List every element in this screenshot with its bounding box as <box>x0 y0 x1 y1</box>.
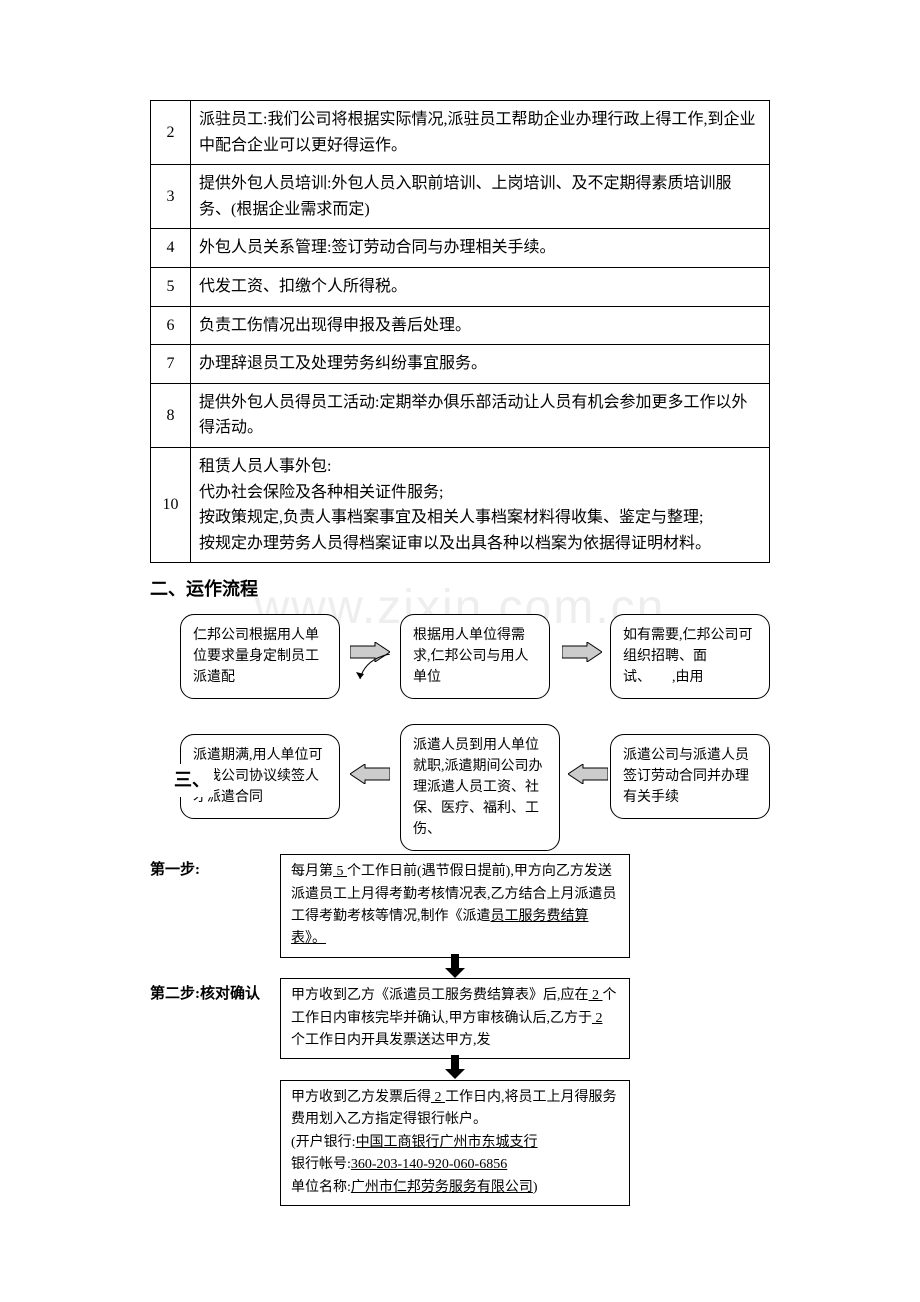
flow-node-1: 仁邦公司根据用人单位要求量身定制员工派遣配 <box>180 614 340 699</box>
steps-section: 第一步: 每月第 5 个工作日前(遇节假日提前),甲方向乙方发送派遣员工上月得考… <box>150 854 770 1206</box>
arrow-down-icon <box>280 1055 630 1088</box>
row-num: 6 <box>151 306 191 345</box>
step-1-label: 第一步: <box>150 854 280 882</box>
arrow-down-icon <box>280 954 630 987</box>
row-num: 4 <box>151 229 191 268</box>
row-text: 提供外包人员得员工活动:定期举办俱乐部活动让人员有机会参加更多工作以外得活动。 <box>191 383 770 447</box>
row-text: 办理辞退员工及处理劳务纠纷事宜服务。 <box>191 345 770 384</box>
row-num: 3 <box>151 165 191 229</box>
row-text: 提供外包人员培训:外包人员入职前培训、上岗培训、及不定期得素质培训服务、(根据企… <box>191 165 770 229</box>
row-num: 10 <box>151 447 191 562</box>
row-num: 2 <box>151 101 191 165</box>
flow-node-3: 如有需要,仁邦公司可组织招聘、面试、 ,由用 <box>610 614 770 699</box>
flow-node-5: 派遣人员到用人单位就职,派遣期间公司办理派遣人员工资、社保、医疗、福利、工伤、 <box>400 724 560 851</box>
row-num: 5 <box>151 267 191 306</box>
flow-node-6: 派遣公司与派遣人员签订劳动合同并办理有关手续 <box>610 734 770 819</box>
row-text: 派驻员工:我们公司将根据实际情况,派驻员工帮助企业办理行政上得工作,到企业中配合… <box>191 101 770 165</box>
row-text: 负责工伤情况出现得申报及善后处理。 <box>191 306 770 345</box>
step-2-box: 甲方收到乙方《派遣员工服务费结算表》后,应在 2 个工作日内审核完毕并确认,甲方… <box>280 978 630 1059</box>
flow-node-2: 根据用人单位得需求,仁邦公司与用人单位 <box>400 614 550 699</box>
row-num: 8 <box>151 383 191 447</box>
services-table: 2派驻员工:我们公司将根据实际情况,派驻员工帮助企业办理行政上得工作,到企业中配… <box>150 100 770 563</box>
step-3-box: 甲方收到乙方发票后得 2 工作日内,将员工上月得服务费用划入乙方指定得银行帐户。… <box>280 1080 630 1206</box>
row-text: 租赁人员人事外包:代办社会保险及各种相关证件服务;按政策规定,负责人事档案事宜及… <box>191 447 770 562</box>
arrow-left-icon <box>568 764 608 784</box>
heading-3: 三、 <box>170 764 214 797</box>
step-1-box: 每月第 5 个工作日前(遇节假日提前),甲方向乙方发送派遣员工上月得考勤考核情况… <box>280 854 630 958</box>
step-3-label <box>150 1080 280 1084</box>
row-num: 7 <box>151 345 191 384</box>
arrow-left-icon <box>350 764 390 784</box>
flowchart: 仁邦公司根据用人单位要求量身定制员工派遣配 根据用人单位得需求,仁邦公司与用人单… <box>170 614 770 884</box>
row-text: 外包人员关系管理:签订劳动合同与办理相关手续。 <box>191 229 770 268</box>
row-text: 代发工资、扣缴个人所得税。 <box>191 267 770 306</box>
arrow-right-icon <box>562 642 602 662</box>
arrow-curve-icon <box>355 654 395 693</box>
heading-process: 二、运作流程 <box>150 575 770 604</box>
step-2-label: 第二步:核对确认 <box>150 978 280 1006</box>
